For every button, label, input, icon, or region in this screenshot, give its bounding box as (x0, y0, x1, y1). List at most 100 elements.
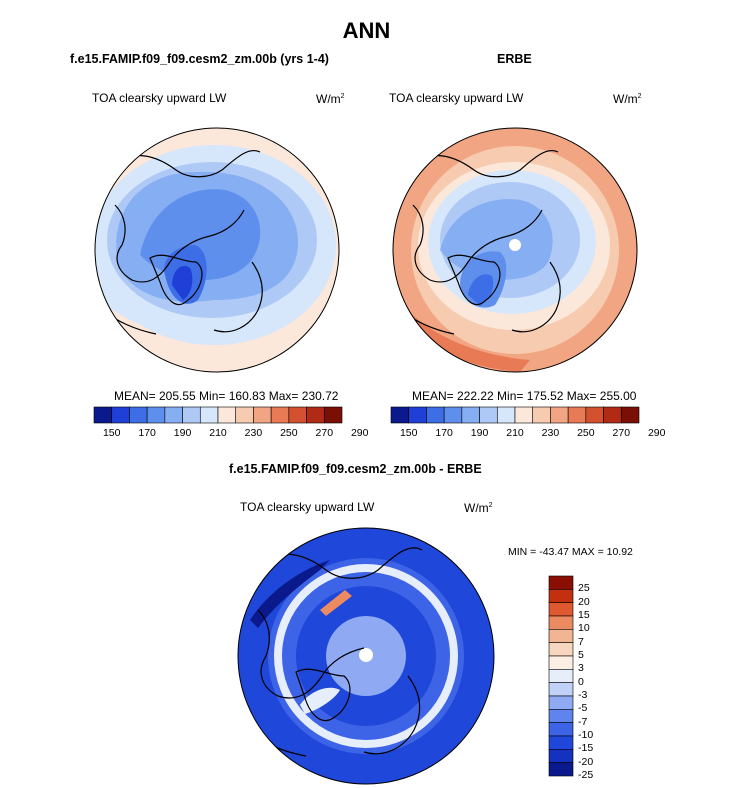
panel3-colorbar-box (548, 575, 574, 590)
panel3-colorbar-box (548, 762, 574, 777)
panel2-units: W/m2 (613, 92, 642, 106)
main-title: ANN (342, 18, 391, 43)
panel3-colorbar-box (548, 749, 574, 763)
panel2-colorbar-ticks: 150 170 190 210 230 250 270 290 (391, 427, 666, 441)
panel1-colorbar-box (164, 406, 183, 424)
panel2-colorbar-tick-label: 270 (612, 427, 631, 439)
panel3-colorbar-box (548, 615, 574, 630)
panel2-stats: MEAN= 222.22 Min= 175.52 Max= 255.00 (412, 389, 637, 403)
panel2-colorbar-box (567, 406, 587, 424)
panel3-colorbar-box (548, 669, 574, 683)
panel1-colorbar-tick-label: 170 (138, 427, 156, 439)
panel2-colorbar-box (620, 406, 640, 424)
panel3-map (238, 528, 494, 784)
panel1-colorbar-box (306, 406, 325, 424)
panel2-variable: TOA clearsky upward LW (389, 91, 524, 105)
panel2-coastlines (399, 150, 561, 335)
panel1-colorbar-tick-label: 150 (102, 427, 121, 439)
panel2-colorbar-box (443, 406, 463, 424)
panel3-colorbar-tick-label: 7 (578, 635, 584, 648)
panel1-colorbar-box (129, 406, 148, 424)
panel1-colorbar-box (323, 406, 343, 424)
panel3-colorbar-tick-label: -7 (578, 715, 588, 728)
panel3-colorbar-box (548, 682, 574, 697)
panel3-variable: TOA clearsky upward LW (240, 500, 375, 514)
panel3-colorbar-tick-label: -5 (578, 702, 588, 715)
panel2-colorbar-box (585, 406, 604, 424)
panel3-colorbar-tick-label: 25 (578, 582, 590, 595)
panel1-colorbar-tick-label: 210 (209, 427, 227, 439)
panel2-colorbar-box (461, 406, 480, 424)
panel1-colorbar-tick-label: 270 (315, 427, 334, 439)
panel1-case-title: f.e15.FAMIP.f09_f09.cesm2_zm.00b (yrs 1-… (70, 52, 329, 66)
panel2-colorbar-tick-label: 150 (399, 427, 418, 439)
panel2-colorbar-box (532, 406, 551, 424)
panel3-colorbar-tick-label: -15 (578, 742, 594, 755)
panel1-units: W/m2 (316, 92, 345, 106)
panel2-colorbar-tick-label: 170 (435, 427, 453, 439)
panel2-colorbar (390, 406, 640, 424)
panel3-colorbar-box (548, 695, 574, 710)
panel3-colorbar-tick-label: 15 (578, 609, 590, 621)
panel3-colorbar-tick-label: 20 (578, 595, 590, 608)
panel1-colorbar (93, 406, 343, 424)
panel3-colorbar-tick-label: -10 (578, 729, 594, 741)
panel3-colorbar-box (548, 642, 574, 657)
panel1-variable: TOA clearsky upward LW (92, 91, 227, 105)
panel3-colorbar-box (548, 709, 574, 723)
panel3-colorbar-box (548, 602, 574, 617)
panel1-colorbar-box (270, 406, 290, 424)
panel1-colorbar-tick-label: 290 (350, 427, 369, 439)
panel3-colorbar-box (548, 735, 574, 750)
panel1-colorbar-ticks: 150 170 190 210 230 250 270 290 (94, 427, 369, 441)
panel3-coastlines (245, 547, 423, 757)
panel3-stats: MIN = -43.47 MAX = 10.92 (508, 546, 633, 558)
panel3-colorbar-tick-label: 10 (578, 622, 590, 635)
panel3-case-title: f.e15.FAMIP.f09_f09.cesm2_zm.00b - ERBE (229, 462, 482, 476)
panel2-case-title: ERBE (497, 52, 532, 66)
panel2-map-border (392, 127, 638, 373)
panel1-colorbar-box (217, 406, 237, 424)
panel1-map-border (94, 127, 340, 373)
panel1-colorbar-box (146, 406, 166, 424)
panel1-colorbar-tick-label: 190 (173, 427, 192, 439)
panel1-colorbar-tick-label: 250 (280, 427, 298, 439)
panel2-colorbar-box (479, 406, 498, 424)
panel3-colorbar-tick-label: 3 (578, 662, 584, 675)
panel3-colorbar-tick-label: -25 (578, 769, 594, 781)
panel2-colorbar-box (550, 406, 569, 424)
panel2-colorbar-tick-label: 290 (647, 427, 666, 439)
panel3-map-border (237, 527, 495, 785)
panel1-colorbar-box (182, 406, 201, 424)
panel2-colorbar-tick-label: 190 (470, 427, 489, 439)
panel1-colorbar-box (111, 406, 130, 424)
panel2-map (393, 128, 637, 372)
panel1-map (95, 128, 339, 372)
panel2-colorbar-tick-label: 230 (541, 427, 560, 439)
panel3-colorbar-box (548, 655, 574, 670)
panel1-colorbar-tick-label: 230 (244, 427, 263, 439)
panel1-colorbar-box (253, 406, 272, 424)
panel1-colorbar-box (93, 406, 113, 424)
panel2-colorbar-box (426, 406, 445, 424)
panel3-colorbar-box (548, 629, 574, 643)
panel3-colorbar-ticks: 25 20 15 10 7 5 3 0 -3 -5 -7 -10 -15 -20 -25 (578, 576, 608, 781)
panel3-colorbar (548, 575, 574, 777)
panel1-colorbar-box (235, 406, 254, 424)
panel1-stats: MEAN= 205.55 Min= 160.83 Max= 230.72 (114, 389, 339, 403)
panel3-units: W/m2 (464, 501, 493, 515)
panel3-colorbar-box (548, 722, 574, 737)
panel3-colorbar-tick-label: -20 (578, 755, 594, 768)
panel2-colorbar-box (514, 406, 534, 424)
panel2-colorbar-tick-label: 210 (506, 427, 524, 439)
panel2-colorbar-box (408, 406, 427, 424)
panel1-colorbar-box (199, 406, 219, 424)
panel2-colorbar-tick-label: 250 (577, 427, 595, 439)
panel3-colorbar-box (548, 589, 574, 603)
panel3-colorbar-tick-label: 0 (578, 675, 584, 688)
panel3-colorbar-tick-label: -3 (578, 689, 588, 701)
panel2-colorbar-box (390, 406, 410, 424)
panel3-colorbar-tick-label: 5 (578, 649, 584, 661)
panel2-colorbar-box (603, 406, 622, 424)
